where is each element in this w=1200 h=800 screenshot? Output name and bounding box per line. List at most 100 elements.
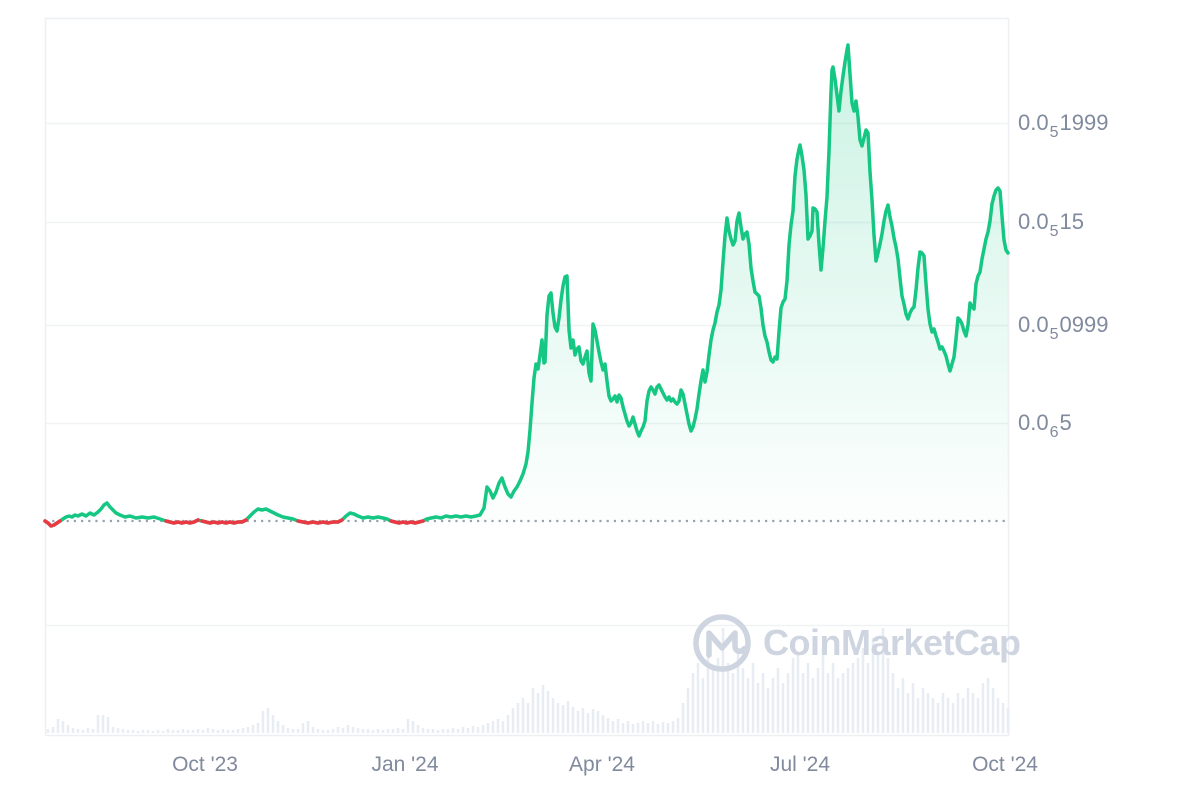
volume-bar <box>111 727 115 733</box>
volume-bar <box>576 711 580 733</box>
volume-bar <box>216 730 220 733</box>
watermark-brand-text: CoinMarketCap <box>763 622 1021 663</box>
volume-bar <box>681 703 685 733</box>
volume-bar <box>776 668 780 733</box>
volume-bar <box>851 663 855 733</box>
volume-bar <box>336 727 340 733</box>
volume-bar <box>861 648 865 733</box>
volume-bar <box>221 729 225 733</box>
volume-bar <box>756 683 760 733</box>
volume-bar <box>736 648 740 733</box>
volume-bar <box>331 729 335 733</box>
volume-bar <box>106 717 110 733</box>
volume-bar <box>711 668 715 733</box>
volume-bars <box>46 628 1010 733</box>
volume-bar <box>796 653 800 733</box>
volume-bar <box>256 723 260 733</box>
volume-bar <box>836 678 840 733</box>
volume-bar <box>236 729 240 733</box>
volume-bar <box>431 729 435 733</box>
volume-bar <box>451 728 455 733</box>
volume-bar <box>261 711 265 733</box>
volume-bar <box>596 711 600 733</box>
volume-bar <box>131 730 135 733</box>
volume-bar <box>951 703 955 733</box>
volume-bar <box>231 730 235 733</box>
plot-border <box>44 17 1010 737</box>
volume-bar <box>941 693 945 733</box>
volume-bar <box>636 723 640 733</box>
volume-bar <box>136 731 140 733</box>
volume-bar <box>606 718 610 733</box>
volume-bar <box>301 723 305 733</box>
volume-bar <box>506 715 510 733</box>
coinmarketcap-logo-m-icon <box>706 630 748 658</box>
volume-bar <box>991 688 995 733</box>
volume-bar <box>571 707 575 733</box>
volume-bar <box>346 725 350 733</box>
volume-bar <box>461 727 465 733</box>
volume-bar <box>391 729 395 733</box>
volume-bar <box>126 730 130 733</box>
volume-bar <box>341 728 345 733</box>
volume-bar <box>586 713 590 733</box>
volume-bar <box>561 705 565 733</box>
volume-bar <box>351 727 355 733</box>
volume-bar <box>616 719 620 733</box>
volume-bar <box>906 693 910 733</box>
volume-bar <box>96 715 100 733</box>
volume-bar <box>876 653 880 733</box>
volume-bar <box>946 698 950 733</box>
price-line-down-segment <box>43 519 62 528</box>
volume-bar <box>281 725 285 733</box>
volume-bar <box>716 658 720 733</box>
volume-bar <box>911 683 915 733</box>
volume-bar <box>516 703 520 733</box>
volume-bar <box>186 730 190 733</box>
volume-bar <box>226 730 230 733</box>
volume-bar <box>916 698 920 733</box>
volume-bar <box>831 663 835 733</box>
volume-bar <box>246 727 250 733</box>
volume-bar <box>241 728 245 733</box>
volume-bar <box>601 715 605 733</box>
volume-bar <box>276 721 280 733</box>
volume-bar <box>66 725 70 733</box>
volume-bar <box>996 698 1000 733</box>
volume-bar <box>921 688 925 733</box>
volume-bar <box>766 688 770 733</box>
volume-bar <box>376 729 380 733</box>
volume-bar <box>56 719 60 733</box>
volume-bar <box>931 698 935 733</box>
volume-bar <box>46 729 50 733</box>
volume-bar <box>196 729 200 733</box>
volume-bar <box>806 663 810 733</box>
volume-bar <box>491 721 495 733</box>
volume-bar <box>411 721 415 733</box>
volume-bar <box>781 683 785 733</box>
volume-bar <box>146 730 150 733</box>
volume-bar <box>211 729 215 733</box>
volume-bar <box>91 729 95 733</box>
volume-bar <box>846 668 850 733</box>
volume-bar <box>881 628 885 733</box>
volume-bar <box>821 648 825 733</box>
volume-bar <box>926 693 930 733</box>
volume-bar <box>1001 703 1005 733</box>
volume-bar <box>581 708 585 733</box>
volume-bar <box>456 729 460 733</box>
volume-bar <box>161 731 165 733</box>
price-line-down-segment <box>164 518 200 525</box>
volume-bar <box>816 668 820 733</box>
price-line-up <box>43 43 1010 528</box>
volume-bar <box>166 729 170 733</box>
volume-bar <box>51 727 55 733</box>
volume-bar <box>856 658 860 733</box>
volume-bar <box>326 730 330 733</box>
volume-bar <box>406 719 410 733</box>
volume-bar <box>366 729 370 733</box>
volume-bar <box>591 709 595 733</box>
volume-bar <box>81 730 85 733</box>
